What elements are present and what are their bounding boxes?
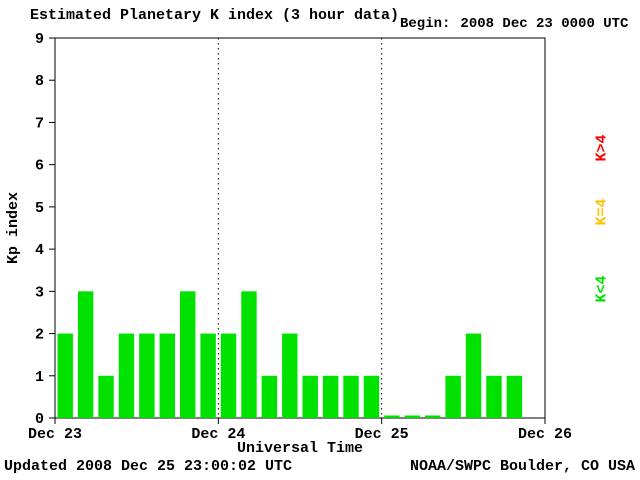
updated-timestamp: Updated 2008 Dec 25 23:00:02 UTC	[4, 458, 293, 475]
begin-line: Begin: 2008 Dec 23 0000 UTC	[400, 16, 628, 32]
kp-bar	[343, 375, 359, 418]
kp-bar	[261, 375, 278, 418]
kp-bar	[57, 333, 73, 418]
kp-bar	[363, 375, 380, 418]
chart-title: Estimated Planetary K index (3 hour data…	[30, 7, 400, 24]
kp-bar	[159, 333, 175, 418]
kp-bar	[322, 375, 339, 418]
y-tick-label: 9	[35, 31, 44, 48]
kp-bar	[139, 333, 155, 418]
legend-k-less-than-4: K<4	[593, 275, 611, 303]
y-tick-label: 0	[35, 411, 44, 428]
y-tick-label: 5	[35, 200, 44, 217]
kp-bar	[220, 333, 237, 418]
x-tick-label: Dec 23	[28, 426, 82, 443]
kp-bar	[445, 375, 461, 418]
x-tick-label: Dec 25	[355, 426, 409, 443]
kp-bar	[118, 333, 135, 418]
x-tick-label: Dec 24	[191, 426, 245, 443]
kp-bar	[465, 333, 482, 418]
y-tick-label: 3	[35, 284, 44, 301]
y-tick-label: 4	[35, 242, 44, 259]
y-tick-label: 7	[35, 115, 44, 132]
kp-bar	[200, 333, 216, 418]
begin-value: 2008 Dec 23 0000 UTC	[460, 16, 629, 32]
kp-bar	[384, 415, 400, 418]
x-axis-title: Universal Time	[237, 440, 363, 457]
plot-frame	[54, 37, 546, 419]
kp-bar	[302, 375, 318, 418]
kp-bar	[486, 375, 502, 418]
kp-bar	[282, 333, 298, 418]
y-tick-label: 6	[35, 158, 44, 175]
kp-bar	[404, 415, 420, 418]
kp-bar	[241, 291, 257, 418]
legend-k-equals-4: K=4	[593, 198, 611, 226]
kp-bar	[77, 291, 94, 418]
kp-bar	[506, 375, 523, 418]
kp-bar	[425, 415, 441, 418]
kp-bar	[180, 291, 196, 418]
legend-k-greater-than-4: K>4	[593, 134, 611, 162]
y-tick-label: 2	[35, 327, 44, 344]
source-attribution: NOAA/SWPC Boulder, CO USA	[409, 458, 635, 475]
kp-bar	[98, 375, 114, 418]
y-tick-label: 8	[35, 73, 44, 90]
x-tick-label: Dec 26	[518, 426, 572, 443]
begin-label: Begin:	[400, 16, 451, 32]
y-tick-label: 1	[35, 369, 44, 386]
y-axis-title: Kp index	[5, 192, 22, 264]
